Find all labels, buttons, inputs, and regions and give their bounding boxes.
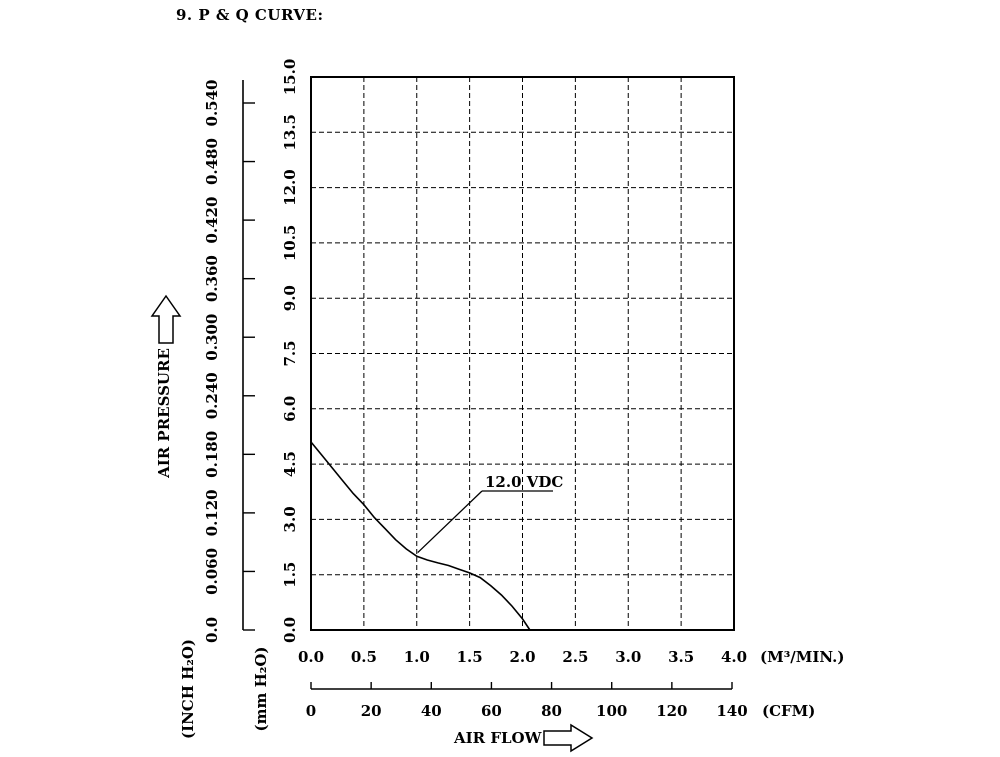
page-title: 9. P & Q CURVE:: [176, 6, 324, 24]
x-tick-label-m3: 1.5: [457, 648, 483, 666]
x-tick-label-m3: 0.0: [298, 648, 324, 666]
x-tick-label-cfm: 40: [421, 702, 442, 720]
annotation-leader-line: [417, 490, 483, 554]
grid-lines: [311, 77, 734, 630]
y-tick-label-mm: 10.5: [281, 225, 299, 262]
y-tick-label-inch: 0.480: [203, 138, 221, 185]
y-tick-label-mm: 4.5: [281, 451, 299, 477]
y-tick-label-mm: 13.5: [281, 114, 299, 151]
x-axis-m3-per-min: 0.0 0.5 1.0 1.5 2.0 2.5 3.0 3.5 4.0: [298, 648, 747, 666]
right-arrow-icon: [543, 723, 594, 753]
x-tick-label-cfm: 60: [481, 702, 502, 720]
y-tick-label-mm: 12.0: [281, 169, 299, 206]
x-tick-label-m3: 3.0: [615, 648, 641, 666]
y-tick-label-mm: 0.0: [281, 617, 299, 643]
x-tick-label-cfm: 100: [596, 702, 627, 720]
x-tick-label-cfm: 140: [716, 702, 747, 720]
x-axis-m3-unit: (M³/MIN.): [760, 648, 844, 666]
y-axis-mm-h2o: 0.0 1.5 3.0 4.5 6.0 7.5 9.0 10.5 12.0 13.5 15.0: [281, 59, 299, 643]
x-axis-cfm-unit: (CFM): [762, 702, 815, 720]
annotation-label: 12.0 VDC: [485, 473, 563, 491]
plot-area-frame: [310, 76, 735, 631]
y-tick-label-inch: 0.120: [203, 489, 221, 536]
y-tick-label-mm: 1.5: [281, 562, 299, 588]
x-tick-label-cfm: 0: [306, 702, 316, 720]
y-axis-inch-h2o: 0.0 0.060 0.120 0.180 0.240 0.300 0.360 0.420 0.…: [203, 80, 255, 643]
x-tick-label-m3: 2.5: [562, 648, 588, 666]
y-tick-label-mm: 15.0: [281, 59, 299, 96]
x-tick-label-m3: 2.0: [509, 648, 535, 666]
x-tick-label-m3: 3.5: [668, 648, 694, 666]
y-tick-label-inch: 0.300: [203, 314, 221, 361]
y-tick-label-mm: 7.5: [281, 340, 299, 366]
y-tick-label-mm: 9.0: [281, 285, 299, 311]
x-tick-label-m3: 0.5: [351, 648, 377, 666]
y-axis-inch-unit: (INCH H₂O): [179, 639, 197, 739]
y-tick-label-inch: 0.180: [203, 431, 221, 478]
y-tick-label-mm: 3.0: [281, 506, 299, 532]
x-tick-label-m3: 1.0: [404, 648, 430, 666]
y-tick-label-mm: 6.0: [281, 396, 299, 422]
y-tick-label-inch: 0.0: [203, 617, 221, 643]
x-tick-label-cfm: 20: [361, 702, 382, 720]
y-tick-label-inch: 0.420: [203, 197, 221, 244]
y-axis-title: AIR PRESSURE: [155, 348, 173, 479]
x-axis-title: AIR FLOW: [453, 729, 543, 747]
y-tick-label-inch: 0.060: [203, 548, 221, 595]
x-tick-label-m3: 4.0: [721, 648, 747, 666]
up-arrow-icon: [150, 294, 182, 344]
x-tick-label-cfm: 120: [656, 702, 687, 720]
y-tick-label-inch: 0.540: [203, 80, 221, 127]
x-axis-cfm: 0 20 40 60 80 100 120 140: [306, 682, 748, 720]
y-tick-label-inch: 0.240: [203, 372, 221, 419]
y-tick-label-inch: 0.360: [203, 255, 221, 302]
y-axis-mm-unit: (mm H₂O): [252, 647, 270, 732]
x-tick-label-cfm: 80: [541, 702, 562, 720]
series-line-12vdc: [310, 441, 531, 631]
